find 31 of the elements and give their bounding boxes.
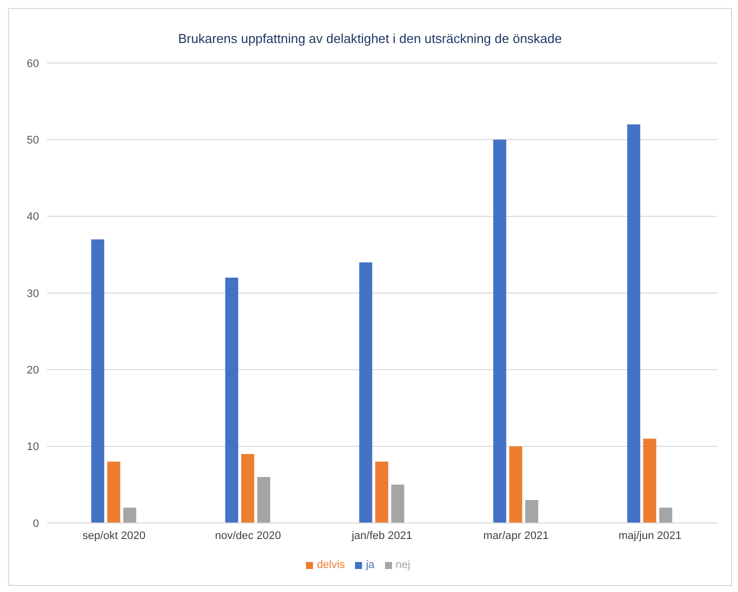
bar	[659, 508, 672, 523]
x-tick-label: sep/okt 2020	[82, 530, 146, 542]
bar	[627, 124, 640, 523]
y-tick-label: 0	[32, 518, 39, 530]
x-tick-label: mar/apr 2021	[483, 530, 549, 542]
bar	[257, 477, 270, 523]
bar	[91, 239, 104, 523]
bar	[225, 278, 238, 523]
bar	[107, 462, 120, 523]
bar	[241, 454, 254, 523]
bar	[391, 484, 404, 523]
bar	[643, 438, 656, 523]
y-tick-label: 20	[26, 364, 39, 377]
x-tick-label: nov/dec 2020	[214, 530, 282, 542]
bar	[123, 508, 136, 523]
legend-label: nej	[396, 559, 410, 571]
chart-title: Brukarens uppfattning av delaktighet i den utsräckning de önskade	[177, 31, 563, 48]
y-tick-label: 60	[26, 58, 39, 70]
x-tick-label: maj/jun 2021	[618, 530, 682, 542]
bar	[375, 462, 388, 523]
bar	[509, 446, 522, 523]
bar	[493, 140, 506, 523]
y-tick-label: 50	[26, 134, 39, 147]
y-tick-label: 40	[26, 211, 39, 224]
legend-label: ja	[366, 559, 374, 571]
legend-label: delvis	[316, 559, 345, 571]
bar	[525, 500, 538, 523]
x-tick-label: jan/feb 2021	[350, 530, 412, 542]
bar	[359, 262, 372, 523]
y-tick-label: 30	[26, 288, 39, 300]
y-tick-label: 10	[26, 441, 39, 454]
